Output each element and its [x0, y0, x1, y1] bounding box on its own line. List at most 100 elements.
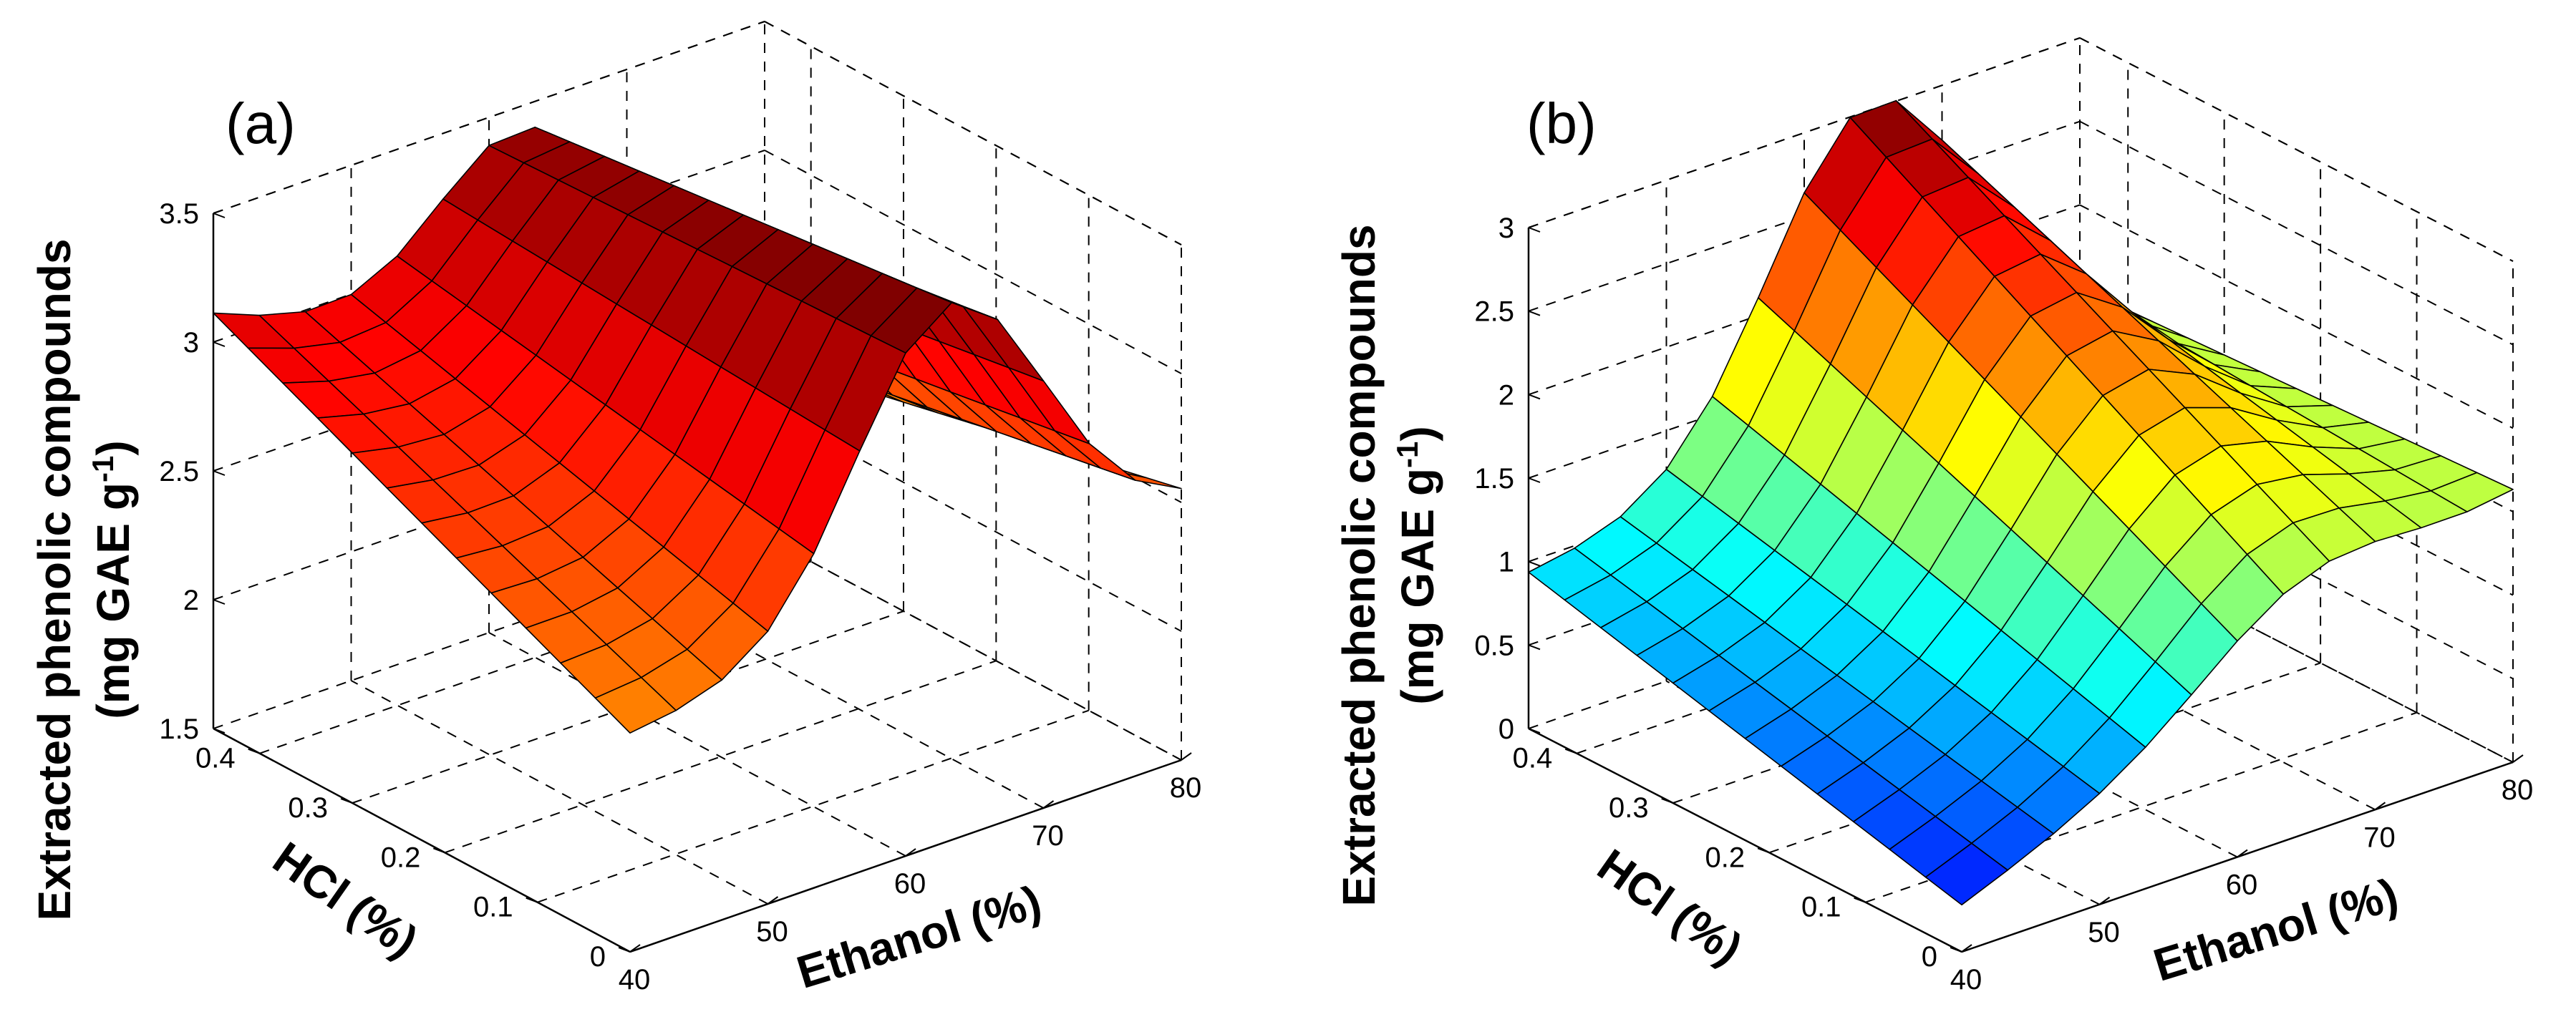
side-wall-gridline-z [764, 150, 1182, 374]
back-wall-gridline-z [213, 150, 765, 343]
z-tick-mark [1528, 394, 1541, 400]
x-tick-mark [1961, 944, 1972, 953]
z-tick-label: 2.5 [1474, 296, 1514, 328]
z-axis-label-line2: (mg GAE g-1) [86, 440, 139, 719]
axes: 40 50 60 70 80 0 0.1 0.2 0.3 0.41.5 2 2.5 3 3.5 [159, 198, 1201, 996]
z-axis-label-superscript: -1 [86, 456, 120, 482]
side-wall-gridline-z [764, 536, 1182, 761]
x-tick-mark [767, 896, 779, 905]
z-tick-mark [1528, 477, 1541, 483]
side-wall-gridline-z [2079, 120, 2514, 346]
back-wall-gridline-z [1528, 120, 2081, 312]
z-tick-mark [213, 213, 226, 218]
y-tick-label: 0.2 [381, 842, 421, 873]
x-tick-label: 50 [756, 916, 788, 948]
z-tick-label: 1.5 [159, 714, 199, 745]
x-tick-mark [1042, 800, 1055, 809]
z-axis-label-line1: Extracted phenolic compounds [1333, 224, 1385, 906]
z-tick-label: 1 [1498, 547, 1514, 578]
floor-gridline-x [764, 536, 1182, 761]
surface-plot-b-svg: 405060708000.10.20.30.400.511.522.53Etha… [1333, 37, 2533, 996]
y-axis-line [213, 727, 631, 953]
x-tick-label: 40 [619, 964, 651, 996]
panel-label: (a) [226, 92, 296, 155]
surface [213, 126, 1182, 734]
side-wall-gridline-z [764, 21, 1182, 245]
floor-gridline-y [537, 709, 1089, 903]
top-side-edge [764, 21, 1182, 245]
z-axis-label-close: ) [87, 440, 139, 455]
z-tick-label: 3 [183, 327, 199, 359]
z-axis-label-line1: Extracted phenolic compounds [29, 238, 80, 920]
z-tick-label: 3 [1498, 213, 1514, 244]
y-tick-label: 0.3 [1609, 792, 1649, 824]
x-tick-mark [905, 848, 916, 857]
z-tick-mark [1528, 644, 1541, 651]
y-tick-label: 0 [590, 941, 606, 973]
y-tick-mark [1757, 847, 1770, 854]
y-tick-label: 0.2 [1705, 842, 1745, 873]
surface-plot-a: 40 50 60 70 80 0 0.1 0.2 0.3 0.4 1.5 2 2.5 3 3.5 Ethano… [29, 21, 1201, 998]
z-tick-mark [213, 341, 226, 347]
y-tick-mark [1564, 748, 1577, 754]
x-tick-label: 60 [894, 868, 926, 900]
y-tick-label: 0.1 [1801, 892, 1841, 923]
floor-gridline-y [445, 660, 997, 854]
z-tick-mark [1528, 560, 1541, 567]
x-tick-label: 40 [1950, 964, 1982, 996]
z-axis-label-close: ) [1392, 426, 1443, 441]
y-tick-mark [432, 847, 445, 854]
z-tick-label: 0.5 [1474, 630, 1514, 661]
panel-label: (b) [1526, 92, 1597, 155]
z-tick-mark [213, 728, 226, 734]
z-tick-label: 2 [1498, 379, 1514, 411]
z-tick-mark [1528, 227, 1541, 233]
y-tick-mark [1854, 897, 1866, 903]
y-tick-mark [526, 897, 538, 903]
x-tick-label: 60 [2226, 870, 2258, 901]
z-tick-label: 0 [1498, 714, 1514, 745]
y-tick-label: 0.4 [1513, 743, 1553, 774]
z-tick-label: 1.5 [1474, 463, 1514, 495]
z-tick-mark [1528, 310, 1541, 316]
surface-plot-a-svg: 405060708000.10.20.30.41.522.533.5Ethano… [29, 21, 1201, 998]
z-tick-label: 2.5 [159, 456, 199, 487]
x-tick-mark [2237, 849, 2248, 858]
surface-plot-b: 40 50 60 70 80 0 0.1 0.2 0.3 0.4 0 0.5 1 1.5 2 2.5 3 Etha… [1332, 0, 2576, 1027]
y-tick-mark [618, 947, 631, 953]
x-tick-mark [2512, 754, 2524, 763]
floor-gridline-x [351, 680, 768, 905]
z-axis-label-unit: (mg GAE g [1392, 468, 1443, 705]
top-side-edge [2079, 37, 2514, 262]
y-tick-label: 0.3 [288, 792, 328, 824]
floor-gridline-x [488, 632, 906, 857]
x-tick-mark [629, 944, 641, 953]
z-tick-mark [1528, 728, 1541, 734]
y-tick-mark [340, 798, 353, 804]
surface [1528, 99, 2514, 906]
y-tick-mark [248, 748, 261, 754]
x-tick-label: 80 [1170, 772, 1202, 804]
z-tick-mark [213, 470, 226, 476]
z-axis-label-line2: (mg GAE g-1) [1390, 426, 1443, 704]
y-tick-mark [1950, 947, 1962, 953]
side-wall-gridline-z [2079, 204, 2514, 429]
x-tick-mark [1181, 752, 1192, 761]
y-tick-label: 0 [1922, 941, 1937, 973]
top-back-edge [213, 21, 765, 214]
x-tick-label: 70 [1032, 820, 1064, 852]
y-tick-label: 0.1 [473, 892, 513, 923]
surface-patch [594, 676, 677, 734]
x-axis-label: Ethanol (%) [2148, 868, 2404, 991]
z-axis-label-unit: (mg GAE g [87, 482, 139, 719]
surface-patch [1924, 842, 2009, 906]
y-tick-mark [1661, 798, 1674, 804]
z-tick-label: 2 [183, 585, 199, 616]
x-tick-label: 70 [2363, 822, 2396, 853]
x-tick-mark [2098, 896, 2111, 905]
x-tick-mark [2374, 802, 2386, 811]
y-tick-label: 0.4 [195, 743, 236, 774]
floor-gridline-y [352, 610, 904, 804]
